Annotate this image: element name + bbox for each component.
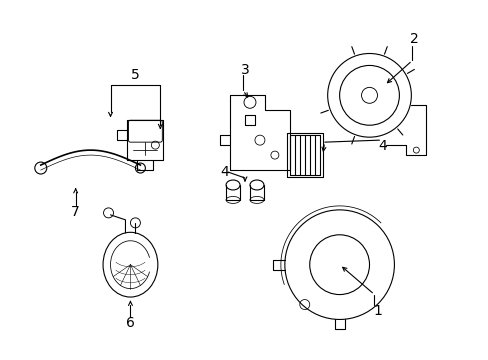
Text: 4: 4 [220, 165, 229, 179]
Text: 5: 5 [131, 68, 140, 82]
Text: 3: 3 [240, 63, 249, 77]
Text: 6: 6 [126, 316, 135, 330]
Text: 2: 2 [409, 32, 418, 46]
Text: 7: 7 [71, 205, 80, 219]
Text: 4: 4 [377, 139, 386, 153]
Text: 1: 1 [372, 305, 381, 319]
